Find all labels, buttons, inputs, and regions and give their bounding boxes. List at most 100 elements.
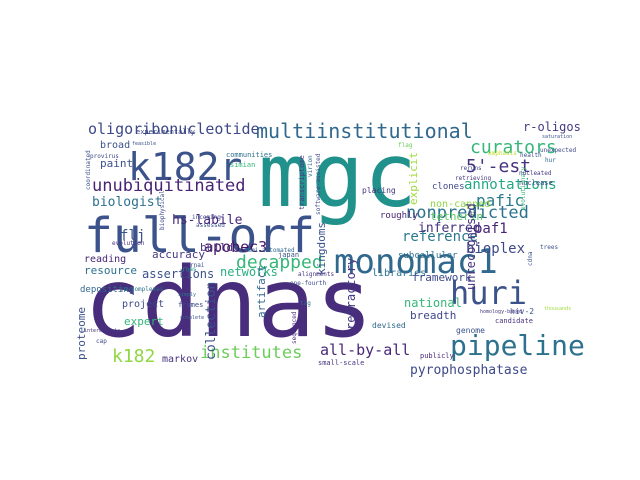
- word-57: placing: [362, 186, 396, 195]
- word-52: project: [122, 299, 164, 310]
- word-96: evolution: [112, 240, 145, 247]
- word-2: full-orf: [84, 208, 315, 264]
- word-105: thousands: [544, 306, 571, 312]
- word-32: tetherin: [430, 210, 483, 223]
- word-22: reference: [402, 229, 478, 245]
- word-75: transcriptome: [298, 155, 306, 210]
- word-62: publicly: [420, 352, 454, 360]
- word-43: networks: [220, 265, 278, 279]
- word-94: nucleated: [519, 170, 552, 177]
- word-80: reruns: [460, 165, 482, 172]
- word-88: cdna: [527, 251, 534, 266]
- word-13: 5'-est: [466, 156, 531, 177]
- word-61: hiv-2: [510, 307, 534, 316]
- word-69: semi-automated: [244, 247, 295, 254]
- word-74: assessed: [196, 222, 225, 229]
- word-8: oligoribonucleotide: [88, 120, 260, 138]
- word-53: depositing: [80, 285, 134, 295]
- word-41: resource: [84, 264, 137, 277]
- word-68: experimentally: [136, 128, 195, 136]
- word-58: devised: [372, 321, 406, 330]
- word-97: coordinated: [85, 150, 92, 190]
- word-91: virion: [307, 155, 314, 177]
- word-34: unrecognised: [464, 203, 478, 290]
- word-17: pafic: [476, 191, 524, 210]
- word-73: incoming: [192, 214, 221, 221]
- word-12: curators: [470, 137, 557, 158]
- word-38: accuracy: [152, 248, 205, 261]
- word-78: provirus: [90, 153, 119, 160]
- word-79: retrieving: [455, 175, 492, 182]
- word-7: multiinstitutional: [256, 119, 473, 143]
- word-19: all-by-all: [320, 341, 410, 359]
- word-1: mgc: [258, 124, 417, 227]
- word-85: one-fourth: [290, 280, 327, 287]
- word-98: complete: [180, 315, 204, 321]
- word-81: evolutionary: [520, 166, 527, 210]
- word-28: hs-labile: [172, 213, 243, 228]
- word-42: reading: [84, 254, 126, 265]
- word-14: institutes: [200, 343, 302, 363]
- word-50: breadth: [410, 309, 456, 322]
- word-70: nuclease: [519, 179, 553, 187]
- word-86: homology-based: [480, 309, 522, 315]
- word-37: markov: [162, 354, 198, 365]
- word-59: genome: [456, 326, 485, 335]
- word-71: sequenced: [291, 311, 298, 344]
- word-72: alignments: [298, 271, 335, 278]
- word-55: roughly: [380, 211, 419, 221]
- word-16: annotations: [464, 177, 557, 193]
- word-45: kingdoms: [315, 222, 328, 275]
- word-101: rnai: [190, 262, 205, 269]
- word-26: biologist: [92, 195, 162, 210]
- word-67: communities: [226, 151, 272, 159]
- word-27: inferred: [418, 221, 481, 236]
- word-29: paint: [100, 157, 133, 170]
- word-30: broad: [100, 140, 130, 151]
- word-90: flag: [398, 142, 413, 149]
- word-47: libraries: [372, 268, 426, 279]
- word-4: huri: [450, 274, 527, 312]
- word-31: explicit: [407, 152, 420, 205]
- word-48: framework: [412, 271, 472, 284]
- word-100: cap: [96, 338, 107, 345]
- word-66: simian: [230, 161, 255, 169]
- word-23: pyrophosphatase: [410, 363, 528, 378]
- word-82: health: [520, 152, 542, 159]
- word-44: artifact: [255, 265, 268, 318]
- word-5: k182r: [128, 145, 242, 189]
- word-54: subcellular: [398, 251, 458, 261]
- word-51: proteome: [75, 307, 88, 360]
- word-63: small-scale: [318, 359, 364, 367]
- word-3: monomac1: [334, 242, 498, 282]
- word-33: non-capped: [430, 199, 490, 210]
- word-65: frames: [178, 301, 203, 309]
- word-21: apobec3: [204, 238, 267, 256]
- word-49: national: [404, 296, 462, 310]
- word-99: simply: [178, 292, 196, 298]
- word-95: biophysical: [159, 190, 166, 230]
- word-84: saturation: [542, 134, 572, 140]
- word-39: build: [200, 241, 233, 254]
- word-20: flj: [120, 228, 145, 244]
- word-64: japan: [278, 251, 299, 259]
- word-77: trees: [540, 244, 558, 251]
- word-40: assertions: [142, 267, 214, 281]
- word-10: decapped: [236, 252, 323, 273]
- word-6: pipeline: [450, 329, 585, 362]
- word-93: unexpected: [540, 147, 577, 154]
- word-11: nonpredicted: [406, 203, 529, 223]
- word-87: co-complexes: [120, 286, 164, 293]
- word-83: hur: [545, 157, 556, 164]
- word-9: unubiquitinated: [92, 176, 246, 196]
- word-103: feasible: [132, 141, 156, 147]
- word-76: software-assisted: [315, 153, 322, 215]
- word-102: tag: [300, 300, 311, 307]
- word-104: intermediate: [84, 328, 120, 334]
- word-35: expert: [124, 315, 164, 328]
- word-89: emphasis: [488, 150, 517, 157]
- word-18: r-oligos: [523, 120, 581, 134]
- word-60: candidate: [495, 317, 533, 325]
